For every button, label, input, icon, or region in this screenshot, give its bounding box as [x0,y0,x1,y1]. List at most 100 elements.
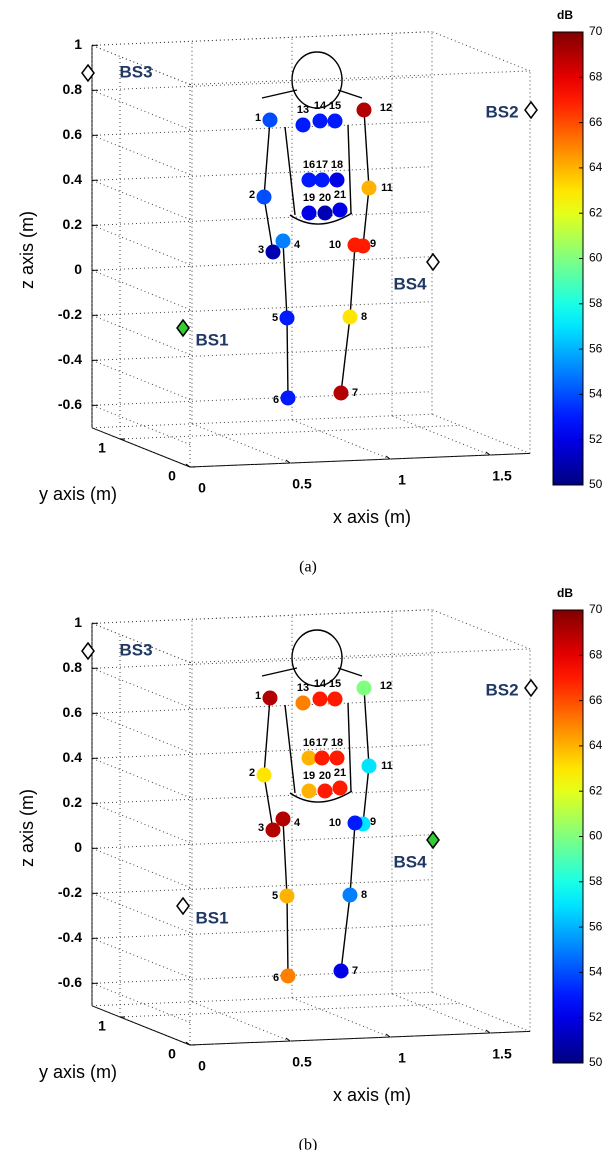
sensor-node [342,309,358,325]
x-axis-line [189,1030,531,1046]
box-edge [91,609,433,624]
colorbar-tick-label: 54 [589,965,603,979]
grid-line [91,346,433,361]
head [291,629,343,687]
grid-line [91,699,433,714]
collar [261,89,363,99]
node-label: 16 [303,737,315,749]
colorbar [552,31,584,486]
grid-line [91,802,191,843]
sensor-node [301,783,317,799]
node-label: 3 [258,244,264,256]
z-tick-label: 0.8 [63,659,83,675]
grid-line [91,982,191,1023]
z-tick-label: -0.4 [58,929,82,945]
grid-line [91,969,433,984]
node-label: 15 [329,100,341,112]
box-edge [189,648,531,663]
z-tick-label: 0.6 [63,126,83,142]
x-tick-label: 1.5 [492,1046,512,1062]
node-label: 5 [272,890,278,902]
grid-line [91,44,191,85]
torso [284,124,353,225]
grid-line [91,1005,191,1046]
box-edge [91,991,433,1007]
z-tick-label: -0.6 [58,396,82,412]
grid-line [189,452,531,468]
colorbar-tick-label: 70 [589,602,603,616]
sensor-node [295,117,311,133]
x-axis-label: x axis (m) [333,1085,411,1105]
box-edge [189,70,531,85]
colorbar-tick-label: 60 [589,829,603,843]
sensor-node [327,113,343,129]
z-tick-label: -0.2 [58,884,82,900]
sensor-node [312,691,328,707]
sensor-node [262,690,278,706]
box-edge [431,609,531,650]
tick-mark [185,1041,191,1046]
base-station-label: BS2 [485,102,518,121]
node-label: 1 [255,690,261,702]
node-label: 19 [303,192,315,204]
sensor-node [361,180,377,196]
grid-line [91,224,191,265]
colorbar-tick-label: 52 [589,1010,603,1024]
sensor-node [262,112,278,128]
grid-line [91,314,191,355]
base-station-label: BS3 [119,640,152,659]
x-tick-label: 0 [198,480,206,496]
limb [263,697,274,831]
colorbar-tick-label: 64 [589,738,603,752]
z-axis-label: z axis (m) [17,789,37,867]
sensor-node [265,822,281,838]
x-axis-line [189,452,531,468]
grid-line [91,834,433,849]
colorbar-tick-label: 66 [589,115,603,129]
grid-line [91,76,433,91]
x-axis-label: x axis (m) [333,507,411,527]
z-tick-label: 0.4 [63,749,83,765]
grid-line [91,924,433,939]
grid-line [91,301,433,316]
colorbar-title: dB [557,8,573,22]
head [291,51,343,109]
tick-mark [385,455,391,460]
grid-line [391,415,491,456]
torso [284,702,353,803]
sensor-node [356,680,372,696]
box-edge [431,31,531,72]
limb [263,119,274,253]
node-label: 9 [370,816,376,828]
base-station-label: BS3 [119,62,152,81]
limb [362,687,370,825]
sensor-node [327,691,343,707]
sensor-node [329,750,345,766]
sensor-node [314,172,330,188]
node-label: 8 [361,311,367,323]
base-station-label: BS4 [393,852,427,871]
collar [261,667,363,677]
grid-line [189,1030,531,1046]
node-label: 4 [294,239,301,251]
sensor-node [332,202,348,218]
base-station [524,678,538,698]
caption: (a) [299,559,317,576]
grid-line [91,789,433,804]
node-label: 10 [329,817,341,829]
node-label: 18 [331,737,343,749]
sensor-node [301,172,317,188]
z-tick-label: 0.2 [63,216,83,232]
node-label: 20 [319,192,331,204]
y-tick-label: 0 [168,1046,176,1062]
node-label: 5 [272,312,278,324]
base-station-label: BS1 [195,330,228,349]
base-station [81,63,95,83]
sensor-node [329,172,345,188]
z-tick-label: 0.8 [63,81,83,97]
sensor-node [347,815,363,831]
tick-mark [385,1033,391,1038]
z-tick-label: 1 [74,36,82,52]
grid-line [91,256,433,271]
